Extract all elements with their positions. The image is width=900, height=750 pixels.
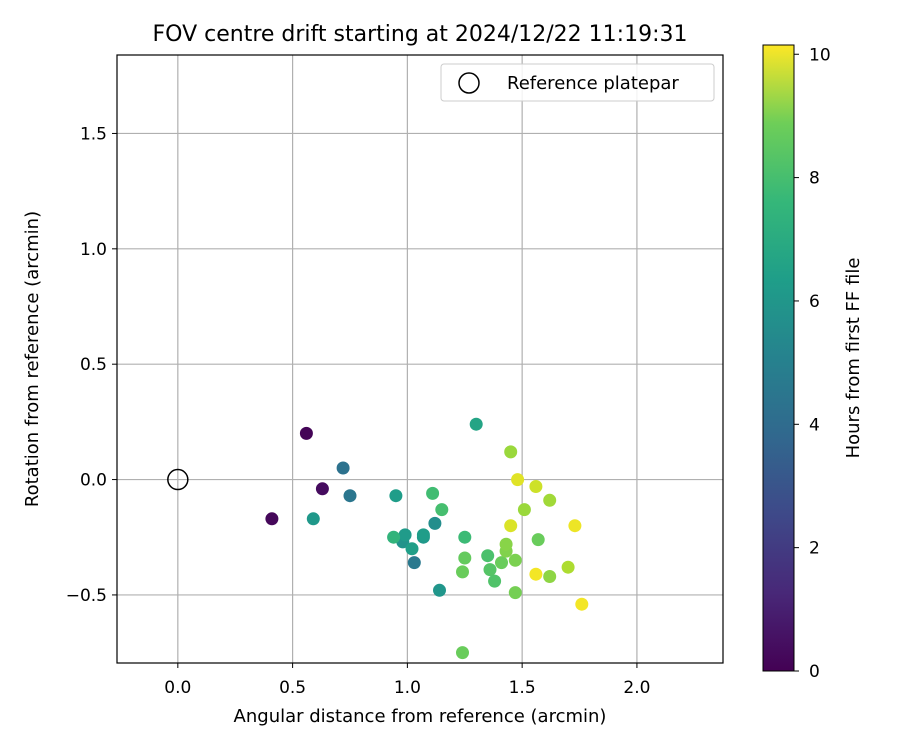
- x-tick-label: 0.0: [164, 678, 191, 698]
- scatter-point: [389, 489, 403, 503]
- x-tick-label: 2.0: [623, 678, 650, 698]
- x-tick-label: 1.0: [394, 678, 421, 698]
- scatter-point: [428, 516, 442, 530]
- scatter-point: [315, 482, 329, 496]
- scatter-point: [529, 480, 543, 493]
- data-points: [265, 417, 589, 660]
- scatter-point: [543, 493, 557, 507]
- scatter-point: [495, 556, 508, 570]
- scatter-point: [511, 473, 525, 487]
- legend-label: Reference platepar: [507, 73, 679, 94]
- scatter-point: [336, 461, 350, 475]
- plot-frame: [116, 54, 724, 664]
- scatter-point: [504, 445, 518, 459]
- scatter-point: [458, 530, 472, 544]
- colorbar-tick-label: 0: [809, 662, 820, 682]
- scatter-point: [387, 530, 401, 544]
- scatter-point: [488, 574, 502, 588]
- colorbar-ticks: 0 2 4 6 8 10: [794, 45, 831, 682]
- scatter-point: [398, 528, 412, 542]
- scatter-point: [499, 537, 513, 551]
- y-axis-ticks: −0.5 0.0 0.5 1.0 1.5: [66, 124, 117, 606]
- scatter-point: [568, 519, 582, 533]
- y-tick-label: 1.5: [80, 124, 107, 144]
- scatter-point: [531, 533, 545, 547]
- scatter-point: [433, 583, 446, 597]
- x-axis-label: Angular distance from reference (arcmin): [234, 706, 607, 727]
- scatter-point: [481, 549, 495, 563]
- grid-lines: [117, 55, 723, 663]
- scatter-point: [299, 426, 313, 440]
- scatter-point: [265, 512, 279, 526]
- scatter-point: [456, 565, 469, 579]
- chart-title: FOV centre drift starting at 2024/12/22 …: [153, 22, 688, 47]
- x-tick-label: 1.5: [509, 678, 536, 698]
- reference-platepar-marker: [167, 468, 189, 491]
- scatter-point: [543, 570, 557, 583]
- y-tick-label: −0.5: [66, 586, 107, 606]
- scatter-point: [426, 486, 440, 500]
- legend-box: [440, 63, 715, 102]
- colorbar-tick-label: 10: [809, 45, 831, 65]
- colorbar: 0 2 4 6 8 10 Hours from first FF file: [762, 44, 864, 682]
- scatter-point: [405, 542, 419, 556]
- scatter-point: [407, 556, 421, 570]
- scatter-point: [508, 553, 522, 567]
- scatter-point: [517, 503, 531, 517]
- scatter-point: [435, 503, 449, 517]
- colorbar-tick-label: 4: [809, 415, 820, 435]
- legend: Reference platepar: [440, 63, 715, 102]
- scatter-point: [306, 512, 320, 526]
- colorbar-tick-label: 2: [809, 539, 820, 559]
- colorbar-label: Hours from first FF file: [843, 258, 864, 459]
- y-tick-label: 0.0: [80, 471, 107, 491]
- scatter-point: [458, 551, 472, 565]
- scatter-point: [483, 563, 497, 577]
- scatter-point: [575, 597, 589, 611]
- scatter-point: [456, 646, 469, 660]
- x-axis-ticks: 0.0 0.5 1.0 1.5 2.0: [164, 663, 650, 698]
- scatter-point: [504, 519, 518, 533]
- scatter-point: [508, 586, 522, 600]
- y-tick-label: 0.5: [80, 355, 107, 375]
- colorbar-tick-label: 6: [809, 292, 820, 312]
- colorbar-tick-label: 8: [809, 169, 820, 189]
- scatter-point: [529, 567, 543, 581]
- scatter-point: [469, 417, 483, 431]
- legend-reference-marker-icon: [458, 72, 480, 94]
- scatter-point: [561, 560, 575, 574]
- x-tick-label: 0.5: [279, 678, 306, 698]
- colorbar-gradient: [762, 44, 795, 672]
- y-axis-label: Rotation from reference (arcmin): [22, 211, 43, 507]
- y-tick-label: 1.0: [80, 240, 107, 260]
- reference-marker-layer: [167, 468, 189, 491]
- scatter-point: [343, 489, 357, 503]
- scatter-point: [416, 528, 430, 542]
